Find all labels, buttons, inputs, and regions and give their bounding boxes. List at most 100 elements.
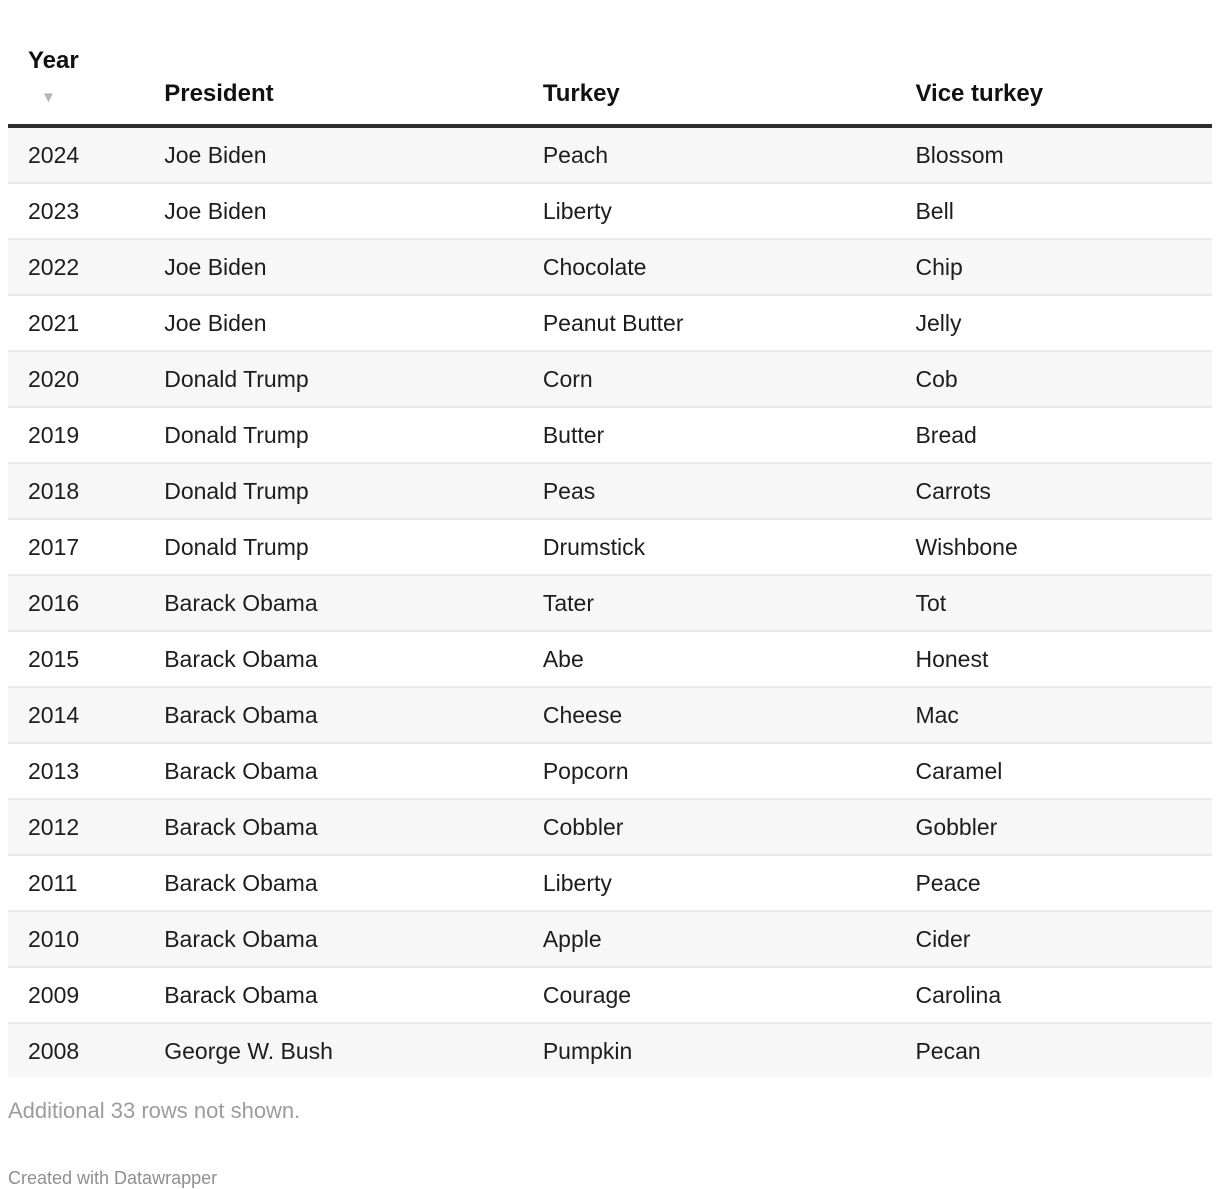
table-row: 2011 Barack Obama Liberty Peace (8, 854, 1212, 911)
cell-year: 2018 (8, 462, 145, 519)
table-header: Year ▼ President Turkey Vice turkey (8, 0, 1212, 128)
cell-vice-turkey: Gobbler (895, 798, 1212, 855)
cell-turkey: Apple (522, 910, 896, 967)
cell-year: 2020 (8, 350, 145, 407)
table-row: 2023 Joe Biden Liberty Bell (8, 182, 1212, 239)
column-header-vice-turkey-label: Vice turkey (915, 80, 1044, 107)
cell-president: Barack Obama (144, 854, 523, 911)
cell-turkey: Cheese (522, 686, 896, 743)
cell-vice-turkey: Tot (895, 574, 1212, 631)
cell-vice-turkey: Carolina (895, 966, 1212, 1023)
table-row: 2017 Donald Trump Drumstick Wishbone (8, 518, 1212, 575)
cell-president: George W. Bush (144, 1022, 523, 1078)
rows-not-shown-note: Additional 33 rows not shown. (8, 1098, 301, 1123)
cell-year: 2019 (8, 406, 145, 463)
cell-turkey: Butter (522, 406, 896, 463)
cell-turkey: Cobbler (522, 798, 896, 855)
table-row: 2021 Joe Biden Peanut Butter Jelly (8, 294, 1212, 351)
cell-year: 2010 (8, 910, 145, 967)
cell-president: Joe Biden (144, 238, 523, 295)
cell-turkey: Liberty (522, 854, 896, 911)
cell-turkey: Drumstick (522, 518, 896, 575)
column-header-vice-turkey[interactable]: Vice turkey (895, 0, 1212, 128)
cell-president: Barack Obama (144, 798, 523, 855)
cell-president: Barack Obama (144, 686, 523, 743)
table-row: 2008 George W. Bush Pumpkin Pecan (8, 1022, 1212, 1078)
column-header-president-label: President (164, 80, 274, 107)
table-row: 2024 Joe Biden Peach Blossom (8, 125, 1212, 183)
cell-year: 2016 (8, 574, 145, 631)
cell-year: 2022 (8, 238, 145, 295)
cell-president: Joe Biden (144, 294, 523, 351)
cell-turkey: Peach (522, 125, 896, 183)
column-header-turkey[interactable]: Turkey (522, 0, 896, 128)
column-header-year[interactable]: Year ▼ (8, 0, 145, 128)
cell-president: Barack Obama (144, 742, 523, 799)
column-header-turkey-label: Turkey (542, 80, 620, 107)
cell-vice-turkey: Mac (895, 686, 1212, 743)
cell-vice-turkey: Caramel (895, 742, 1212, 799)
table-row: 2018 Donald Trump Peas Carrots (8, 462, 1212, 519)
cell-president: Donald Trump (144, 462, 523, 519)
cell-vice-turkey: Pecan (895, 1022, 1212, 1078)
cell-president: Donald Trump (144, 518, 523, 575)
cell-turkey: Liberty (522, 182, 896, 239)
cell-year: 2012 (8, 798, 145, 855)
table-row: 2012 Barack Obama Cobbler Gobbler (8, 798, 1212, 855)
cell-turkey: Tater (522, 574, 896, 631)
cell-year: 2024 (8, 125, 145, 183)
cell-vice-turkey: Cob (895, 350, 1212, 407)
cell-turkey: Courage (522, 966, 896, 1023)
cell-vice-turkey: Jelly (895, 294, 1212, 351)
cell-vice-turkey: Peace (895, 854, 1212, 911)
table-body: 2024 Joe Biden Peach Blossom 2023 Joe Bi… (8, 125, 1212, 1078)
cell-president: Barack Obama (144, 630, 523, 687)
table-row: 2015 Barack Obama Abe Honest (8, 630, 1212, 687)
cell-president: Barack Obama (144, 966, 523, 1023)
cell-year: 2014 (8, 686, 145, 743)
cell-vice-turkey: Bread (895, 406, 1212, 463)
table-row: 2014 Barack Obama Cheese Mac (8, 686, 1212, 743)
column-header-year-label: Year (28, 47, 79, 74)
cell-year: 2023 (8, 182, 145, 239)
table-row: 2016 Barack Obama Tater Tot (8, 574, 1212, 631)
cell-turkey: Peas (522, 462, 896, 519)
cell-year: 2021 (8, 294, 145, 351)
table-row: 2010 Barack Obama Apple Cider (8, 910, 1212, 967)
cell-vice-turkey: Carrots (895, 462, 1212, 519)
cell-president: Joe Biden (144, 125, 523, 183)
table-row: 2019 Donald Trump Butter Bread (8, 406, 1212, 463)
cell-year: 2011 (8, 854, 145, 911)
cell-turkey: Abe (522, 630, 896, 687)
cell-year: 2013 (8, 742, 145, 799)
cell-vice-turkey: Chip (895, 238, 1212, 295)
cell-turkey: Popcorn (522, 742, 896, 799)
column-header-president[interactable]: President (144, 0, 523, 128)
cell-vice-turkey: Cider (895, 910, 1212, 967)
cell-president: Barack Obama (144, 574, 523, 631)
table-row: 2022 Joe Biden Chocolate Chip (8, 238, 1212, 295)
cell-year: 2015 (8, 630, 145, 687)
table-row: 2020 Donald Trump Corn Cob (8, 350, 1212, 407)
cell-year: 2017 (8, 518, 145, 575)
cell-year: 2008 (8, 1022, 145, 1078)
sort-desc-icon: ▼ (41, 89, 56, 106)
cell-turkey: Pumpkin (522, 1022, 896, 1078)
datawrapper-attribution[interactable]: Created with Datawrapper (8, 1168, 218, 1188)
cell-vice-turkey: Blossom (895, 125, 1212, 183)
cell-president: Barack Obama (144, 910, 523, 967)
cell-vice-turkey: Honest (895, 630, 1212, 687)
table-row: 2013 Barack Obama Popcorn Caramel (8, 742, 1212, 799)
cell-turkey: Peanut Butter (522, 294, 896, 351)
cell-vice-turkey: Bell (895, 182, 1212, 239)
table-row: 2009 Barack Obama Courage Carolina (8, 966, 1212, 1023)
cell-year: 2009 (8, 966, 145, 1023)
cell-turkey: Chocolate (522, 238, 896, 295)
turkey-pardon-table: Year ▼ President Turkey Vice turkey 2024 (8, 0, 1212, 1078)
cell-president: Donald Trump (144, 350, 523, 407)
header-row: Year ▼ President Turkey Vice turkey (8, 0, 1212, 128)
cell-vice-turkey: Wishbone (895, 518, 1212, 575)
cell-turkey: Corn (522, 350, 896, 407)
cell-president: Joe Biden (144, 182, 523, 239)
